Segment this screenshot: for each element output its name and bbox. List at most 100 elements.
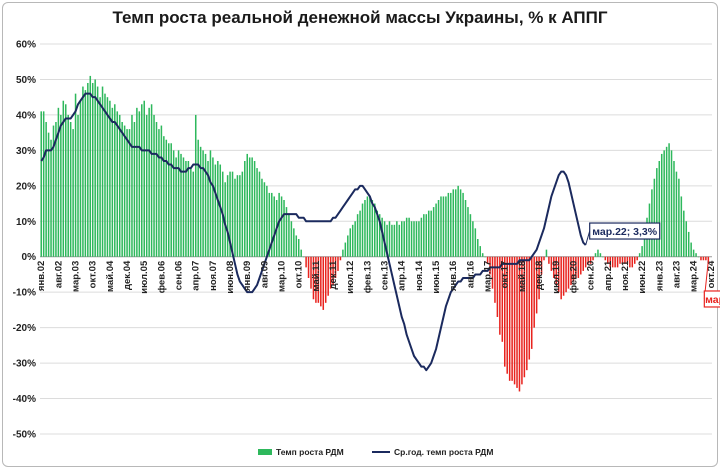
x-tick-label: апр.07 — [191, 261, 202, 291]
legend-swatch-bar — [258, 449, 272, 455]
annotation-box — [703, 290, 720, 308]
bar — [445, 196, 447, 257]
bar — [288, 214, 290, 257]
bar — [128, 129, 131, 257]
bar — [138, 111, 141, 257]
bar — [158, 129, 160, 257]
bar — [526, 256, 528, 371]
bar — [700, 256, 702, 261]
x-tick-label: июн.22 — [637, 261, 648, 294]
x-tick-label: окт.17 — [500, 261, 511, 289]
bar — [459, 189, 462, 257]
bar — [450, 192, 452, 257]
bar — [91, 83, 94, 257]
x-tick-label: фев.13 — [362, 261, 373, 294]
x-tick-label: сен.20 — [586, 261, 597, 291]
bar — [204, 153, 207, 257]
bar — [229, 171, 231, 257]
bar — [202, 150, 204, 257]
bar — [145, 114, 148, 257]
bar — [168, 143, 170, 257]
x-tick-label: май.11 — [311, 260, 322, 291]
bar — [680, 196, 683, 257]
bar — [393, 224, 396, 257]
bar — [99, 97, 101, 257]
x-tick-label: ноя.14 — [414, 260, 425, 291]
bar — [141, 104, 143, 257]
bar — [226, 175, 229, 257]
bar — [197, 139, 199, 257]
bar — [687, 231, 690, 257]
bar — [405, 217, 408, 257]
bar — [550, 256, 553, 271]
bar — [638, 253, 641, 257]
bar — [599, 253, 602, 257]
bar — [214, 164, 217, 257]
bar — [248, 157, 251, 257]
bar — [403, 221, 405, 257]
bar — [673, 161, 675, 257]
x-tick-label: апр.14 — [397, 260, 408, 291]
bar — [636, 256, 638, 261]
bar — [570, 256, 572, 286]
annotation-label: мар.22; -1,2% — [705, 294, 720, 306]
bar — [705, 256, 707, 261]
bar — [106, 97, 109, 257]
bar — [253, 161, 256, 257]
bar — [369, 196, 371, 257]
bar — [295, 235, 298, 257]
bar — [293, 228, 295, 257]
annotation-box — [589, 222, 661, 240]
bar — [359, 210, 361, 257]
bar — [685, 221, 688, 257]
bar — [486, 256, 489, 264]
bar — [165, 139, 168, 257]
bar — [577, 256, 580, 278]
bar — [494, 256, 496, 303]
bar — [231, 171, 234, 257]
bar — [675, 171, 678, 257]
bar — [77, 114, 79, 257]
x-tick-label: авг.16 — [465, 261, 476, 288]
bar — [322, 256, 325, 310]
bar — [447, 192, 450, 257]
bar — [354, 221, 356, 257]
bar — [344, 242, 347, 257]
bar — [695, 253, 697, 257]
bar — [425, 214, 428, 257]
x-tick-label: фев.20 — [568, 261, 579, 294]
y-tick-label: -30% — [13, 359, 36, 370]
bar — [302, 256, 305, 258]
bar — [604, 256, 607, 261]
bar — [177, 150, 180, 257]
x-tick-label: ноя.07 — [208, 261, 219, 291]
bar — [209, 150, 212, 257]
bar — [337, 256, 339, 271]
bar — [418, 221, 420, 257]
bar — [467, 207, 469, 257]
bar — [540, 256, 543, 275]
bar — [329, 256, 332, 289]
bar — [172, 150, 175, 257]
y-tick-label: 40% — [16, 110, 36, 121]
bar — [702, 256, 705, 261]
bar — [182, 157, 185, 257]
bar — [413, 221, 415, 257]
bar — [437, 200, 440, 257]
bar-series — [40, 75, 710, 392]
x-tick-label: мар.10 — [277, 261, 288, 292]
bar — [185, 161, 187, 257]
bar — [280, 196, 283, 257]
bar — [207, 161, 209, 257]
x-tick-label: окт.03 — [88, 261, 99, 289]
bar — [454, 189, 457, 257]
x-tick-label: дек.18 — [534, 261, 545, 290]
bar — [469, 214, 472, 257]
bar — [614, 256, 616, 268]
x-tick-label: июл.19 — [551, 261, 562, 294]
bar — [683, 210, 685, 257]
bar — [366, 196, 369, 257]
bar — [592, 256, 594, 261]
bar — [101, 86, 104, 257]
bar — [489, 256, 491, 275]
